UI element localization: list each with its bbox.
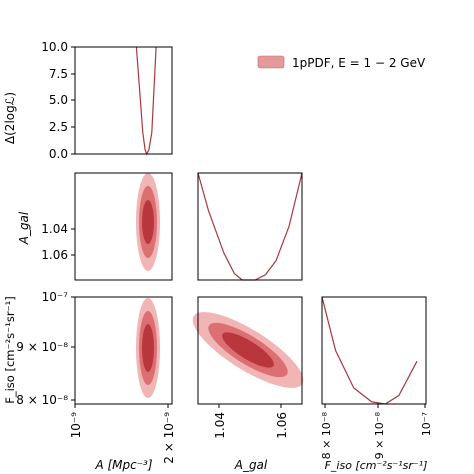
panel-Fiso-loglike bbox=[321, 296, 427, 405]
ytick-label: 8 × 10⁻⁸ bbox=[16, 393, 68, 407]
x-axis-Agal: 1.04 1.06 A_gal bbox=[213, 404, 289, 472]
panel-frame bbox=[74, 172, 173, 281]
panel-frame bbox=[74, 46, 173, 155]
x-axis-A: 10⁻⁹ 2 × 10⁻⁹ A [Mpc⁻³] bbox=[69, 404, 176, 472]
ytick-label: 0.0 bbox=[49, 147, 68, 161]
ytick-label: 10⁻⁷ bbox=[42, 290, 69, 304]
panel-frame bbox=[197, 172, 303, 281]
legend-label: 1pPDF, E = 1 − 2 GeV bbox=[292, 56, 426, 70]
xtick-label: 8 × 10⁻⁸ bbox=[320, 411, 333, 459]
panel-Agal-Fiso bbox=[192, 296, 304, 405]
ytick-label: 2.5 bbox=[49, 120, 68, 134]
xtick-label: 1.04 bbox=[213, 412, 227, 439]
contour-1sigma bbox=[222, 332, 274, 368]
xlabel-A: A [Mpc⁻³] bbox=[94, 458, 152, 472]
xtick-label: 10⁻⁹ bbox=[69, 412, 83, 439]
legend-swatch bbox=[257, 55, 285, 69]
xtick-label: 1.06 bbox=[275, 412, 289, 439]
profile-curve-A bbox=[135, 46, 157, 156]
ytick-label: 5.0 bbox=[49, 93, 68, 107]
contour-1sigma bbox=[142, 324, 154, 372]
xlabel-Fiso: F_iso [cm⁻²s⁻¹sr⁻¹] bbox=[325, 459, 428, 472]
profile-curve-Fiso bbox=[321, 296, 418, 405]
ytick-label: 10.0 bbox=[41, 40, 68, 54]
panel-frame bbox=[321, 296, 427, 405]
contour-1sigma bbox=[142, 200, 154, 244]
ytick-label: 1.06 bbox=[41, 248, 68, 262]
profile-curve-Agal bbox=[197, 172, 303, 281]
panel-frame bbox=[74, 296, 173, 405]
xtick-label: 2 × 10⁻⁹ bbox=[162, 412, 176, 464]
panel-frame bbox=[197, 296, 303, 405]
xtick-label: 10⁻⁷ bbox=[420, 412, 433, 436]
xlabel-Agal: A_gal bbox=[234, 458, 268, 472]
ylabel-loglike: Δ(2logℒ) bbox=[3, 92, 17, 144]
ylabel-Agal: A_gal bbox=[17, 211, 31, 245]
ytick-label: 7.5 bbox=[49, 67, 68, 81]
panel-Agal-loglike bbox=[197, 172, 303, 281]
ytick-label: 1.04 bbox=[41, 222, 68, 236]
xtick-label: 9 × 10⁻⁸ bbox=[373, 411, 386, 459]
ylabel-Fiso: F_iso [cm⁻²s⁻¹sr⁻¹] bbox=[3, 296, 17, 404]
ytick-label: 9 × 10⁻⁸ bbox=[16, 340, 68, 354]
panel-A-loglike: 0.0 2.5 5.0 7.5 10.0 Δ(2logℒ) bbox=[3, 40, 173, 161]
panel-A-Fiso: 10⁻⁷ 9 × 10⁻⁸ 8 × 10⁻⁸ F_iso [cm⁻²s⁻¹sr⁻… bbox=[3, 290, 173, 407]
legend: 1pPDF, E = 1 − 2 GeV bbox=[257, 55, 426, 70]
panel-A-Agal: 1.04 1.06 A_gal bbox=[17, 172, 173, 281]
x-axis-Fiso: 8 × 10⁻⁸ 9 × 10⁻⁸ 10⁻⁷ F_iso [cm⁻²s⁻¹sr⁻… bbox=[320, 404, 433, 472]
